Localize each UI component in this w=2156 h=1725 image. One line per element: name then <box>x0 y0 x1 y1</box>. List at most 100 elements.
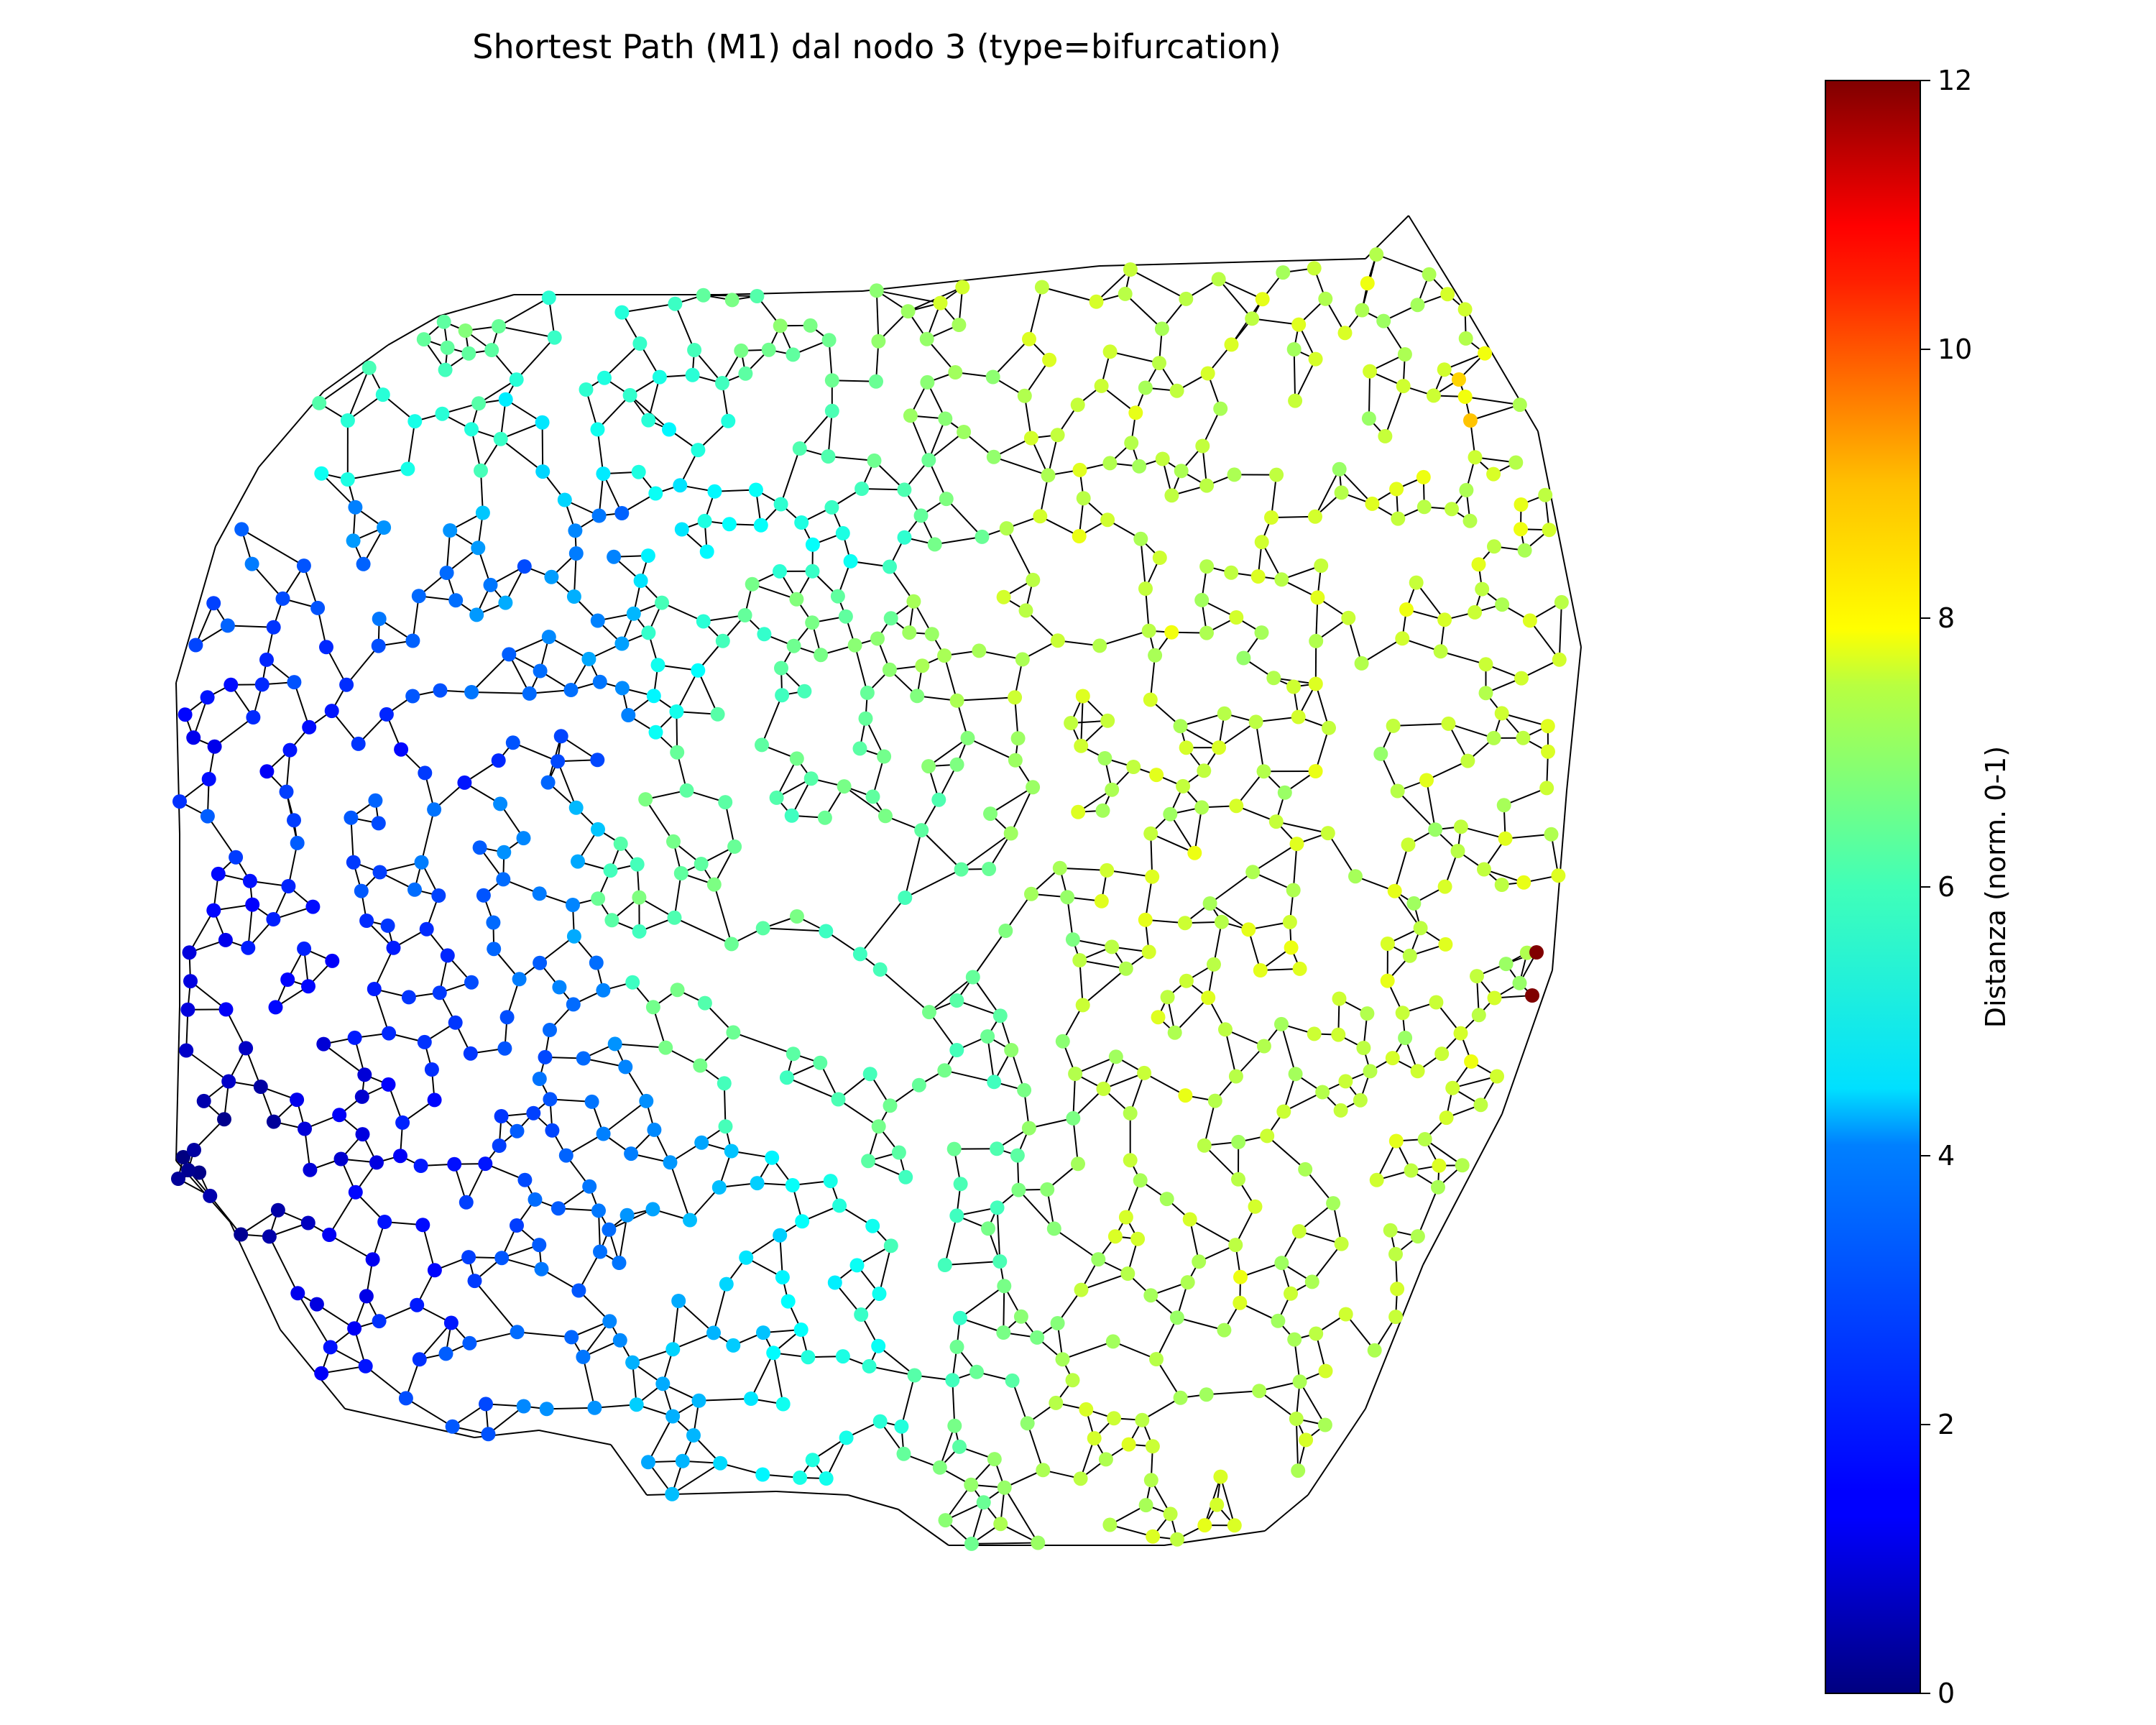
graph-node <box>997 1480 1012 1495</box>
graph-node <box>975 529 990 544</box>
graph-node <box>1174 464 1189 479</box>
graph-node <box>218 1002 234 1017</box>
graph-node <box>691 663 706 678</box>
graph-edge <box>420 809 436 862</box>
graph-node <box>1128 405 1143 420</box>
graph-node <box>939 492 954 507</box>
graph-node <box>557 492 572 507</box>
graph-edge <box>1072 1118 1079 1164</box>
graph-node <box>1544 827 1559 842</box>
graph-node <box>543 1023 557 1037</box>
graph-edge <box>175 682 180 834</box>
graph-node <box>224 677 239 692</box>
graph-node <box>717 1076 732 1091</box>
graph-node <box>510 1123 525 1138</box>
graph-node <box>1453 819 1468 834</box>
graph-edge <box>928 737 969 767</box>
graph-node <box>738 366 753 381</box>
graph-node <box>568 523 583 538</box>
graph-node <box>526 1105 541 1121</box>
graph-node <box>1437 362 1452 377</box>
graph-node <box>1406 896 1422 911</box>
graph-node <box>188 638 203 653</box>
graph-node <box>872 962 888 977</box>
graph-node <box>748 482 763 497</box>
graph-node <box>683 1213 697 1228</box>
graph-node <box>1163 1506 1178 1522</box>
graph-node <box>1387 883 1402 898</box>
graph-node <box>479 1397 493 1412</box>
graph-node <box>1455 1158 1470 1173</box>
graph-edge <box>1470 404 1521 421</box>
graph-node <box>655 1376 671 1392</box>
graph-node <box>1105 782 1120 797</box>
graph-node <box>1416 500 1432 515</box>
graph-node <box>666 834 681 849</box>
graph-node <box>1179 740 1194 755</box>
graph-edge <box>1566 646 1582 791</box>
graph-node <box>1478 657 1493 672</box>
graph-node <box>793 1470 808 1485</box>
graph-edge <box>175 546 216 684</box>
graph-node <box>897 530 912 545</box>
graph-edge <box>750 1352 775 1399</box>
graph-node <box>960 730 975 745</box>
graph-edge <box>316 1303 355 1330</box>
graph-node <box>602 1222 617 1237</box>
graph-node <box>999 521 1014 536</box>
graph-edge <box>1005 528 1034 581</box>
graph-node <box>471 396 487 411</box>
graph-node <box>621 708 636 722</box>
graph-node <box>590 753 605 768</box>
graph-edge <box>671 1462 721 1495</box>
graph-edge <box>1018 1189 1055 1230</box>
graph-node <box>1214 914 1229 929</box>
graph-edge <box>1112 1340 1157 1360</box>
graph-node <box>596 1126 611 1141</box>
graph-node <box>1096 1081 1111 1096</box>
graph-edge <box>1081 1273 1128 1291</box>
graph-edge <box>713 884 732 944</box>
graph-edge <box>405 1397 453 1427</box>
graph-node <box>897 482 912 497</box>
graph-edge <box>1150 833 1153 877</box>
graph-node <box>604 913 619 928</box>
graph-node <box>1282 914 1297 929</box>
graph-node <box>302 719 317 735</box>
graph-node <box>1245 311 1260 326</box>
graph-node <box>1022 331 1036 346</box>
graph-node <box>715 376 729 390</box>
graph-edge <box>303 565 319 609</box>
graph-node <box>990 1200 1005 1215</box>
graph-node <box>1030 1330 1045 1345</box>
graph-node <box>1180 1275 1195 1290</box>
graph-edge <box>831 380 877 382</box>
graph-edge <box>1396 790 1436 830</box>
graph-node <box>181 1163 195 1177</box>
graph-node <box>1308 509 1322 524</box>
graph-node <box>287 813 301 828</box>
graph-node <box>1514 522 1528 537</box>
graph-edge <box>697 670 719 715</box>
colorbar-tick-label: 4 <box>1938 1140 1955 1172</box>
graph-node <box>1542 523 1557 538</box>
graph-node <box>852 741 867 756</box>
graph-node <box>805 615 820 630</box>
graph-node <box>564 1330 579 1345</box>
graph-node <box>1274 1256 1289 1271</box>
graph-node <box>1133 1173 1148 1188</box>
graph-node <box>1233 1269 1248 1284</box>
graph-node <box>724 1144 739 1159</box>
graph-node <box>314 466 329 481</box>
graph-edge <box>992 339 1030 378</box>
graph-edge <box>412 596 420 641</box>
graph-node <box>405 689 420 704</box>
graph-node <box>359 914 374 928</box>
graph-node <box>535 415 550 430</box>
graph-node <box>571 854 585 869</box>
graph-node <box>1071 1156 1085 1172</box>
graph-edge <box>1501 970 1553 1115</box>
graph-node <box>1380 937 1395 951</box>
graph-node <box>817 810 832 825</box>
graph-node <box>541 290 556 305</box>
